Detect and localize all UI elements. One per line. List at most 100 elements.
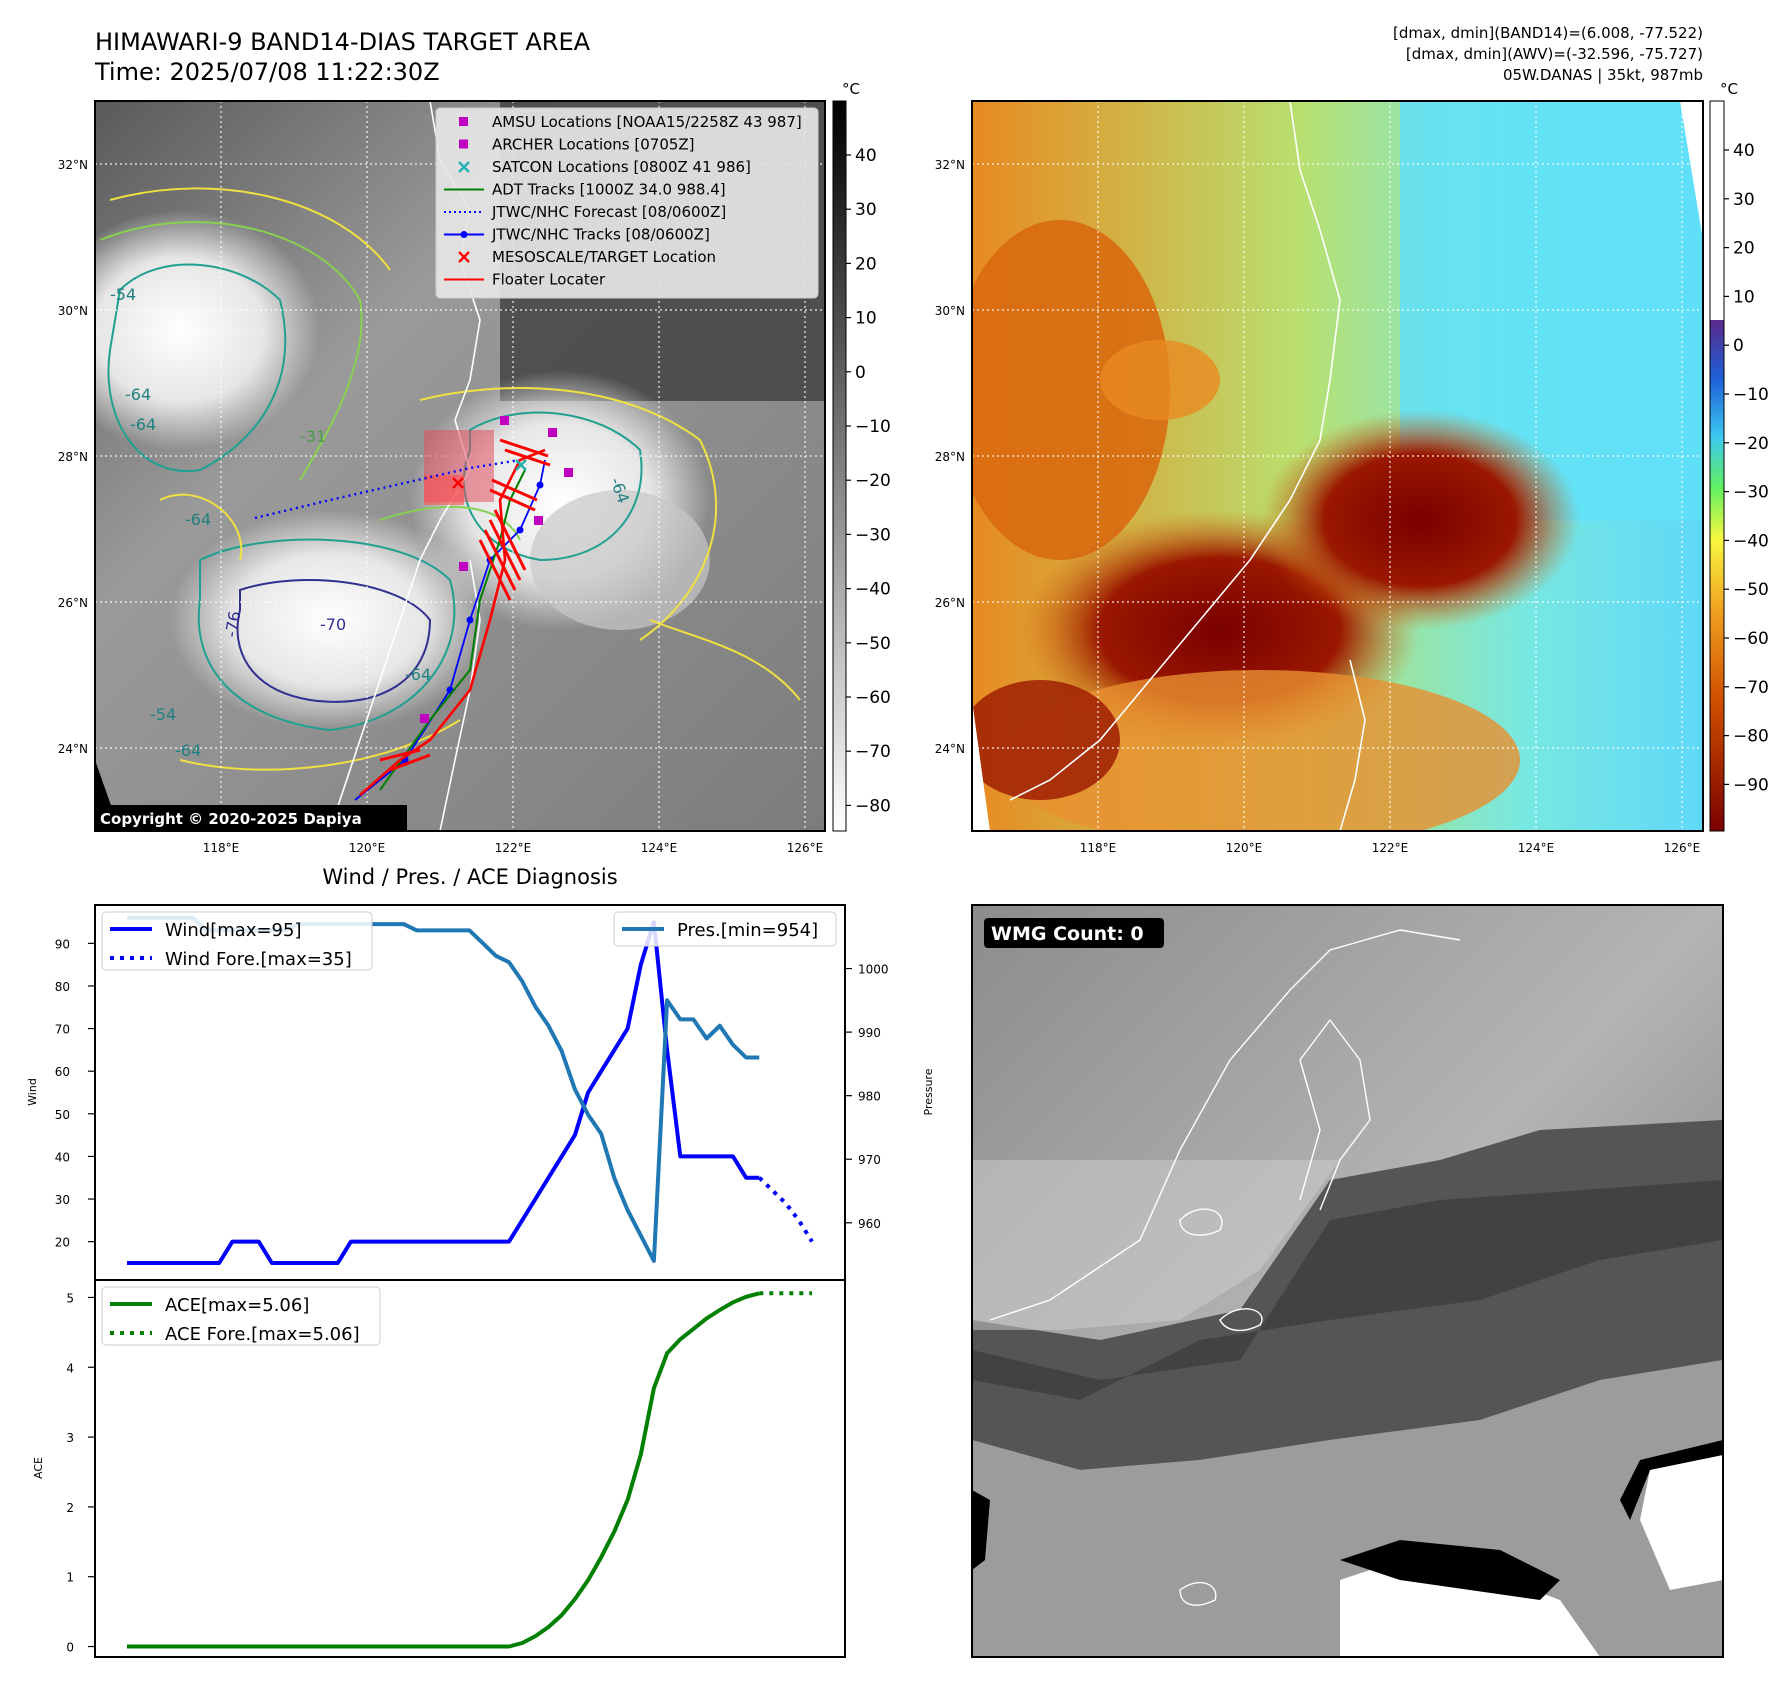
legend-ace-label: ACE[max=5.06] xyxy=(165,1295,309,1316)
wind-legend-right: Pres.[min=954] xyxy=(613,911,837,947)
lon-tick-label: 120°E xyxy=(1226,841,1263,855)
pressure-y-tick-label: 990 xyxy=(858,1026,881,1040)
info-line1: [dmax, dmin](BAND14)=(6.008, -77.522) xyxy=(1393,24,1703,42)
ir-colorbar-tick-label: −20 xyxy=(855,471,891,491)
wind-y-tick-label: 60 xyxy=(55,1065,70,1079)
lat-tick-label: 30°N xyxy=(935,304,965,318)
wind-y-tick-label: 90 xyxy=(55,937,70,951)
wv-colorbar-tick-label: −50 xyxy=(1733,580,1769,600)
lat-tick-label: 26°N xyxy=(58,596,88,610)
lon-tick-label: 120°E xyxy=(349,841,386,855)
lon-tick-label: 118°E xyxy=(1080,841,1117,855)
ir-colorbar-tick-label: −60 xyxy=(855,688,891,708)
wv-colorbar-tick-label: −70 xyxy=(1733,678,1769,698)
wv-colorbar-tick-label: 30 xyxy=(1733,190,1755,210)
info-line3: 05W.DANAS | 35kt, 987mb xyxy=(1503,66,1703,84)
wmg-panel: WMG Count: 0 xyxy=(971,904,1724,1658)
wv-colorbar xyxy=(1709,100,1725,832)
ir-colorbar-tick-label: −70 xyxy=(855,742,891,762)
contour-label: -70 xyxy=(320,615,346,634)
contour-label: -76 xyxy=(221,610,244,639)
lon-tick-label: 126°E xyxy=(787,841,824,855)
wv-colorbar-tick-label: 10 xyxy=(1733,287,1755,307)
info-line2: [dmax, dmin](AWV)=(-32.596, -75.727) xyxy=(1406,45,1703,63)
legend-wind-forecast-label: Wind Fore.[max=35] xyxy=(165,949,352,970)
ace-chart: ACE 0 1 2 3 4 5 ACE[max=5.06] ACE Fore.[max=5… xyxy=(32,1279,846,1658)
contour-label: -64 xyxy=(125,385,151,404)
lat-tick-label: 28°N xyxy=(58,450,88,464)
pressure-y-tick-label: 970 xyxy=(858,1153,881,1167)
wind-y-tick-label: 50 xyxy=(55,1108,70,1122)
ir-colorbar-tick-label: 0 xyxy=(855,363,866,383)
ir-colorbar xyxy=(832,100,847,832)
series-line-ace xyxy=(127,1291,760,1649)
lon-tick-label: 124°E xyxy=(641,841,678,855)
lat-tick-label: 28°N xyxy=(935,450,965,464)
wv-panel-frame xyxy=(971,100,1704,832)
legend-marker-dot xyxy=(460,231,468,238)
ir-colorbar-tick-label: 20 xyxy=(855,254,877,274)
wind-y-tick-label: 80 xyxy=(55,980,70,994)
ace-y-tick-label: 4 xyxy=(66,1361,74,1375)
wv-colorbar-tick-label: −10 xyxy=(1733,385,1769,405)
ir-legend: AMSU Locations [NOAA15/2258Z 43 987] ARCH… xyxy=(435,107,819,299)
wmg-count-label: WMG Count: 0 xyxy=(991,923,1144,945)
legend-wind-label: Wind[max=95] xyxy=(165,920,302,941)
legend-entry-label: SATCON Locations [0800Z 41 986] xyxy=(492,158,751,176)
ace-y-tick-label: 1 xyxy=(66,1571,74,1585)
lat-tick-label: 26°N xyxy=(935,596,965,610)
ir-colorbar-tick-label: −80 xyxy=(855,796,891,816)
ir-colorbar-tick-label: −10 xyxy=(855,417,891,437)
wv-colorbar-tick-label: 20 xyxy=(1733,239,1755,259)
legend-marker-square xyxy=(459,139,468,149)
ir-colorbar-tick-label: 10 xyxy=(855,309,877,329)
copyright-text: Copyright © 2020-2025 Dapiya xyxy=(100,810,362,828)
ir-colorbar-tick-label: −30 xyxy=(855,525,891,545)
ace-y-tick-label: 0 xyxy=(66,1641,74,1655)
wind-y-tick-label: 30 xyxy=(55,1193,70,1207)
ace-y-tick-label: 5 xyxy=(66,1291,74,1305)
copyright-box xyxy=(95,805,407,831)
legend-ace-forecast-label: ACE Fore.[max=5.06] xyxy=(165,1324,360,1345)
lon-tick-label: 118°E xyxy=(203,841,240,855)
legend-marker-square xyxy=(459,117,468,126)
legend-entry-label: AMSU Locations [NOAA15/2258Z 43 987] xyxy=(492,113,802,131)
pressure-y-axis-label: Pressure xyxy=(922,1068,935,1115)
ace-y-axis-label: ACE xyxy=(32,1457,45,1479)
lat-tick-label: 32°N xyxy=(58,158,88,172)
contour-label: -54 xyxy=(110,285,136,304)
wv-colorbar-tick-label: −80 xyxy=(1733,727,1769,747)
wind-pressure-chart: Wind / Pres. / ACE Diagnosis Wind Pressu… xyxy=(26,865,935,1281)
contour-label: -54 xyxy=(150,705,176,724)
diagnosis-chart-title: Wind / Pres. / ACE Diagnosis xyxy=(322,865,617,889)
ir-colorbar-tick-label: 30 xyxy=(855,200,877,220)
wv-colorbar-tick-label: −40 xyxy=(1733,531,1769,551)
contour-label: -31 xyxy=(300,427,326,446)
legend-entry-label: Floater Locater xyxy=(492,271,606,289)
wv-colorbar-tick-label: 0 xyxy=(1733,336,1744,356)
lon-tick-label: 122°E xyxy=(1372,841,1409,855)
lon-tick-label: 122°E xyxy=(495,841,532,855)
wv-colorbar-tick-label: −60 xyxy=(1733,629,1769,649)
figure-title-line1: HIMAWARI-9 BAND14-DIAS TARGET AREA xyxy=(95,28,591,56)
pressure-y-tick-label: 980 xyxy=(858,1090,881,1104)
wv-colorbar-tick-label: −90 xyxy=(1733,775,1769,795)
wind-y-tick-label: 40 xyxy=(55,1150,70,1164)
figure-title-line2: Time: 2025/07/08 11:22:30Z xyxy=(94,58,440,86)
pressure-y-tick-label: 1000 xyxy=(858,963,889,977)
ir-colorbar-unit: °C xyxy=(842,80,860,98)
wmg-panel-frame xyxy=(971,904,1724,1658)
wv-satellite-panel: °C 40 30 20 10 0 −10 −20 −30 −40 −50 −60 −70 −80 −90 xyxy=(971,80,1769,832)
lat-tick-label: 24°N xyxy=(58,742,88,756)
ace-legend: ACE[max=5.06] ACE Fore.[max=5.06] xyxy=(101,1286,381,1346)
wmg-count-box xyxy=(984,918,1164,948)
legend-marker-x xyxy=(458,251,470,263)
pressure-y-tick-label: 960 xyxy=(858,1217,881,1231)
wind-y-tick-label: 20 xyxy=(55,1236,70,1250)
ir-satellite-panel: -54 -64 -64 -64 -31 -76 -64 -54 -64 -64 … xyxy=(94,80,891,832)
lon-tick-label: 126°E xyxy=(1664,841,1701,855)
lat-tick-label: 24°N xyxy=(935,742,965,756)
ir-colorbar-tick-label: 40 xyxy=(855,146,877,166)
legend-entry-label: JTWC/NHC Forecast [08/0600Z] xyxy=(491,203,726,221)
